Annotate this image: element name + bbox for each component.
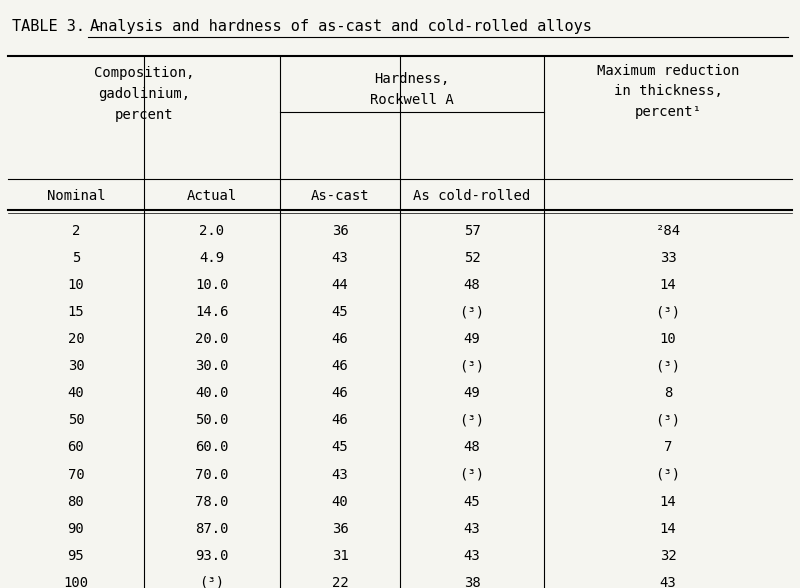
Text: As cold-rolled: As cold-rolled	[414, 189, 530, 203]
Text: 40: 40	[68, 386, 84, 400]
Text: Hardness,: Hardness,	[374, 72, 450, 86]
Text: Analysis and hardness of as-cast and cold-rolled alloys: Analysis and hardness of as-cast and col…	[90, 19, 592, 34]
Text: 70.0: 70.0	[195, 467, 229, 482]
Text: 43: 43	[332, 251, 348, 265]
Text: 14.6: 14.6	[195, 305, 229, 319]
Text: (³): (³)	[459, 359, 485, 373]
Text: 43: 43	[464, 549, 480, 563]
Text: 40.0: 40.0	[195, 386, 229, 400]
Text: 95: 95	[68, 549, 84, 563]
Text: As-cast: As-cast	[310, 189, 370, 203]
Text: Maximum reduction: Maximum reduction	[597, 64, 739, 78]
Text: 80: 80	[68, 495, 84, 509]
Text: 10.0: 10.0	[195, 278, 229, 292]
Text: 50.0: 50.0	[195, 413, 229, 427]
Text: 10: 10	[660, 332, 676, 346]
Text: 70: 70	[68, 467, 84, 482]
Text: 100: 100	[63, 576, 89, 588]
Text: gadolinium,: gadolinium,	[98, 87, 190, 101]
Text: 8: 8	[664, 386, 672, 400]
Text: (³): (³)	[459, 413, 485, 427]
Text: 93.0: 93.0	[195, 549, 229, 563]
Text: Rockwell A: Rockwell A	[370, 93, 454, 107]
Text: 38: 38	[464, 576, 480, 588]
Text: (³): (³)	[655, 413, 681, 427]
Text: percent: percent	[114, 108, 174, 122]
Text: 14: 14	[660, 278, 676, 292]
Text: 2: 2	[72, 224, 80, 238]
Text: 5: 5	[72, 251, 80, 265]
Text: 43: 43	[332, 467, 348, 482]
Text: 30: 30	[68, 359, 84, 373]
Text: 15: 15	[68, 305, 84, 319]
Text: 45: 45	[332, 305, 348, 319]
Text: ²84: ²84	[655, 224, 681, 238]
Text: 14: 14	[660, 495, 676, 509]
Text: percent¹: percent¹	[634, 105, 702, 119]
Text: 45: 45	[464, 495, 480, 509]
Text: 43: 43	[464, 522, 480, 536]
Text: 10: 10	[68, 278, 84, 292]
Text: 78.0: 78.0	[195, 495, 229, 509]
Text: 20: 20	[68, 332, 84, 346]
Text: 60: 60	[68, 440, 84, 455]
Text: 87.0: 87.0	[195, 522, 229, 536]
Text: (³): (³)	[199, 576, 225, 588]
Text: 48: 48	[464, 440, 480, 455]
Text: 44: 44	[332, 278, 348, 292]
Text: 36: 36	[332, 522, 348, 536]
Text: (³): (³)	[655, 305, 681, 319]
Text: 22: 22	[332, 576, 348, 588]
Text: TABLE 3. -: TABLE 3. -	[12, 19, 112, 34]
Text: 33: 33	[660, 251, 676, 265]
Text: (³): (³)	[655, 467, 681, 482]
Text: (³): (³)	[459, 467, 485, 482]
Text: in thickness,: in thickness,	[614, 84, 722, 98]
Text: Composition,: Composition,	[94, 66, 194, 81]
Text: 31: 31	[332, 549, 348, 563]
Text: 50: 50	[68, 413, 84, 427]
Text: 43: 43	[660, 576, 676, 588]
Text: (³): (³)	[655, 359, 681, 373]
Text: 20.0: 20.0	[195, 332, 229, 346]
Text: 46: 46	[332, 359, 348, 373]
Text: (³): (³)	[459, 305, 485, 319]
Text: 30.0: 30.0	[195, 359, 229, 373]
Text: 90: 90	[68, 522, 84, 536]
Text: 4.9: 4.9	[199, 251, 225, 265]
Text: Actual: Actual	[187, 189, 237, 203]
Text: 32: 32	[660, 549, 676, 563]
Text: 7: 7	[664, 440, 672, 455]
Text: 2.0: 2.0	[199, 224, 225, 238]
Text: 49: 49	[464, 332, 480, 346]
Text: 40: 40	[332, 495, 348, 509]
Text: 49: 49	[464, 386, 480, 400]
Text: Nominal: Nominal	[46, 189, 106, 203]
Text: 14: 14	[660, 522, 676, 536]
Text: 48: 48	[464, 278, 480, 292]
Text: 45: 45	[332, 440, 348, 455]
Text: 46: 46	[332, 332, 348, 346]
Text: 57: 57	[464, 224, 480, 238]
Text: 60.0: 60.0	[195, 440, 229, 455]
Text: 52: 52	[464, 251, 480, 265]
Text: 46: 46	[332, 386, 348, 400]
Text: 36: 36	[332, 224, 348, 238]
Text: 46: 46	[332, 413, 348, 427]
